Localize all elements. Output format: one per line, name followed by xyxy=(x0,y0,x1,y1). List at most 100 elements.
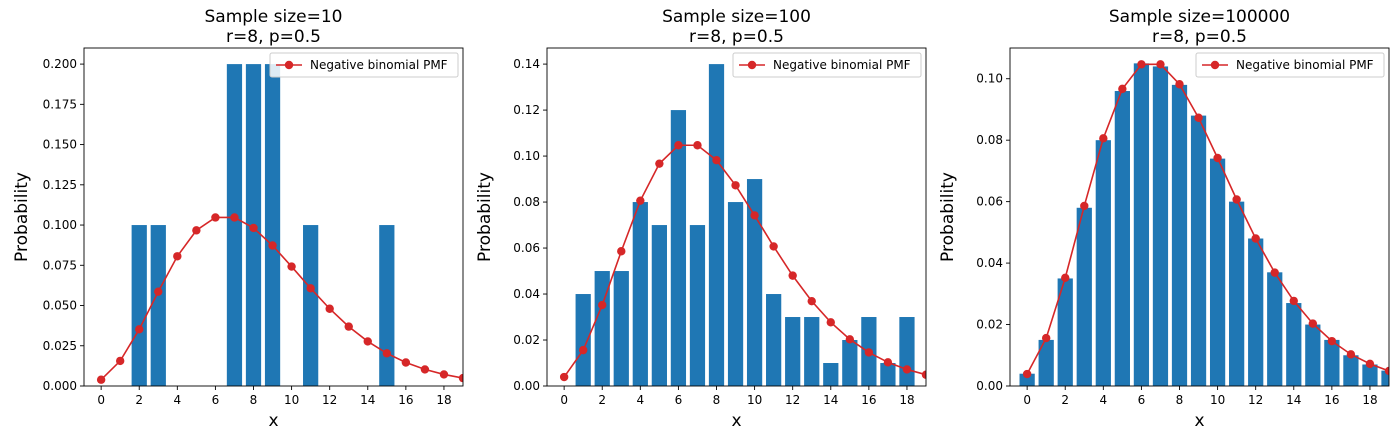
chart-2-plot-area xyxy=(560,64,930,386)
chart-2-point-2 xyxy=(598,301,606,309)
chart-1-xtick-label: 0 xyxy=(97,393,105,407)
chart-3-bar-9 xyxy=(1191,116,1206,386)
chart-3-plot-area xyxy=(1020,60,1397,386)
chart-3-point-9 xyxy=(1194,114,1202,122)
chart-3-bar-10 xyxy=(1210,159,1225,386)
chart-1-point-16 xyxy=(402,358,410,366)
chart-3-title: Sample size=100000 xyxy=(1109,7,1290,27)
chart-1-bar-11 xyxy=(303,225,318,386)
chart-1-title: Sample size=10 xyxy=(205,7,343,27)
chart-3-xtick-label: 10 xyxy=(1210,393,1225,407)
chart-2-ytick-label: 0.14 xyxy=(513,57,540,71)
chart-3-bar-4 xyxy=(1096,140,1111,386)
chart-2-xtick-label: 8 xyxy=(713,393,721,407)
chart-1-point-6 xyxy=(211,213,219,221)
chart-1-point-13 xyxy=(345,322,353,330)
chart-2-bar-11 xyxy=(766,294,781,386)
chart-2-point-6 xyxy=(674,141,682,149)
chart-3-xtick-label: 2 xyxy=(1061,393,1069,407)
chart-1-point-4 xyxy=(173,252,181,260)
chart-3-xtick-label: 8 xyxy=(1176,393,1184,407)
chart-2-point-4 xyxy=(636,196,644,204)
chart-2-bar-8 xyxy=(709,64,724,386)
chart-3-legend-label: Negative binomial PMF xyxy=(1236,58,1374,72)
chart-2-bar-4 xyxy=(633,202,648,386)
chart-2-point-10 xyxy=(750,211,758,219)
chart-2-point-17 xyxy=(884,358,892,366)
chart-3-xtick-label: 16 xyxy=(1324,393,1339,407)
chart-1-point-7 xyxy=(230,213,238,221)
chart-1-bar-2 xyxy=(132,225,147,386)
chart-1-point-15 xyxy=(383,349,391,357)
chart-3-point-1 xyxy=(1042,334,1050,342)
chart-2-legend: Negative binomial PMF xyxy=(733,53,921,77)
chart-2-bar-10 xyxy=(747,179,762,386)
chart-1-plot-area xyxy=(97,64,467,386)
chart-1: 0 2 4 6 8 10 12 14 16 180.0000.0250.0500.0750.100… xyxy=(12,7,467,431)
chart-3-point-17 xyxy=(1347,350,1355,358)
chart-1-point-1 xyxy=(116,357,124,365)
chart-3-point-0 xyxy=(1023,370,1031,378)
chart-3-ylabel: Probability xyxy=(938,172,958,262)
chart-2-point-0 xyxy=(560,373,568,381)
chart-1-point-8 xyxy=(249,224,257,232)
chart-2-bar-12 xyxy=(785,317,800,386)
chart-3-point-14 xyxy=(1290,297,1298,305)
chart-1-point-18 xyxy=(440,370,448,378)
chart-3-bar-8 xyxy=(1172,85,1187,386)
chart-2-ytick-label: 0.06 xyxy=(513,241,540,255)
chart-1-ytick-label: 0.025 xyxy=(43,339,77,353)
chart-2-xtick-label: 6 xyxy=(675,393,683,407)
chart-3-xtick-label: 18 xyxy=(1362,393,1377,407)
chart-1-bar-9 xyxy=(265,64,280,386)
chart-3-bar-11 xyxy=(1229,202,1244,386)
chart-2-point-14 xyxy=(827,318,835,326)
chart-2-xtick-label: 12 xyxy=(785,393,800,407)
chart-3-ytick-label: 0.04 xyxy=(976,256,1003,270)
chart-3-bar-6 xyxy=(1134,63,1149,386)
chart-3-point-2 xyxy=(1061,274,1069,282)
chart-1-point-3 xyxy=(154,287,162,295)
chart-3-xtick-label: 6 xyxy=(1138,393,1146,407)
chart-2-xtick-label: 0 xyxy=(560,393,568,407)
chart-2-point-12 xyxy=(788,271,796,279)
chart-1-point-9 xyxy=(268,241,276,249)
chart-1-ytick-label: 0.100 xyxy=(43,218,77,232)
chart-2-bar-7 xyxy=(690,225,705,386)
chart-2-ytick-label: 0.02 xyxy=(513,333,540,347)
chart-1-bar-7 xyxy=(227,64,242,386)
chart-2-bar-14 xyxy=(823,363,838,386)
chart-3-point-12 xyxy=(1251,234,1259,242)
chart-3-bar-17 xyxy=(1343,355,1358,386)
chart-3-point-18 xyxy=(1366,360,1374,368)
chart-1-point-14 xyxy=(364,337,372,345)
chart-2-xtick-label: 4 xyxy=(637,393,645,407)
chart-2-point-7 xyxy=(693,141,701,149)
chart-2-bar-13 xyxy=(804,317,819,386)
chart-1-ytick-label: 0.125 xyxy=(43,178,77,192)
chart-3-point-16 xyxy=(1328,337,1336,345)
chart-3-xtick-label: 12 xyxy=(1248,393,1263,407)
chart-2-ytick-label: 0.00 xyxy=(513,379,540,393)
chart-1-ylabel: Probability xyxy=(12,172,32,262)
chart-2-bar-15 xyxy=(842,340,857,386)
chart-3-bar-7 xyxy=(1153,66,1168,386)
chart-2-point-15 xyxy=(846,335,854,343)
chart-2-ytick-label: 0.08 xyxy=(513,195,540,209)
chart-2-ylabel: Probability xyxy=(475,172,495,262)
chart-1-ytick-label: 0.175 xyxy=(43,97,77,111)
chart-1-xtick-label: 8 xyxy=(250,393,258,407)
chart-2: 0 2 4 6 8 10 12 14 16 180.000.020.040.060.080.100… xyxy=(475,7,930,431)
chart-2-point-8 xyxy=(712,156,720,164)
chart-3-legend: Negative binomial PMF xyxy=(1196,53,1384,77)
chart-3: 0 2 4 6 8 10 12 14 16 18 0.00 0.02 0.04 0.06 0.08 0.10 S… xyxy=(938,7,1397,431)
chart-2-bar-1 xyxy=(576,294,591,386)
chart-3-point-7 xyxy=(1156,60,1164,68)
chart-3-bar-16 xyxy=(1324,340,1339,386)
chart-2-point-5 xyxy=(655,159,663,167)
chart-2-xtick-label: 14 xyxy=(823,393,838,407)
chart-1-point-0 xyxy=(97,376,105,384)
chart-3-point-11 xyxy=(1232,195,1240,203)
chart-1-bar-3 xyxy=(151,225,166,386)
